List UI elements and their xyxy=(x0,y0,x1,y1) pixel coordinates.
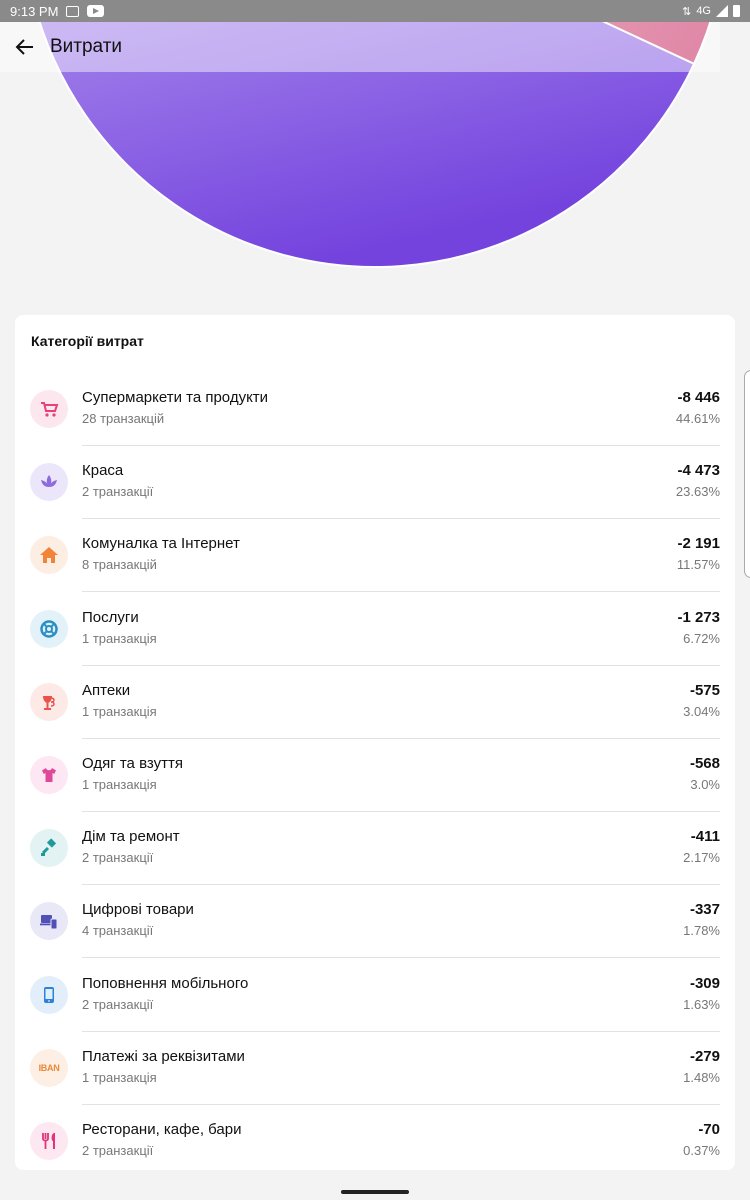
category-row[interactable]: Послуги 1 транзакція -1 273 6.72% xyxy=(15,593,735,666)
category-name: Цифрові товари xyxy=(82,901,194,919)
category-row[interactable]: Ресторани, кафе, бари 2 транзакції -70 0.37… xyxy=(15,1105,735,1178)
pharmacy-icon xyxy=(30,682,68,721)
category-name: Одяг та взуття xyxy=(82,755,183,772)
category-amount: -1 273 xyxy=(677,608,720,626)
category-amount: -411 xyxy=(690,828,720,846)
app-bar: Витрати xyxy=(0,22,750,72)
pie-slice-supermarkets xyxy=(32,0,696,268)
iban-icon-text: IBAN xyxy=(38,1062,60,1073)
row-divider xyxy=(82,445,720,446)
category-row[interactable]: IBAN Платежі за реквізитами 1 транзакція -2… xyxy=(15,1032,735,1105)
cart-icon xyxy=(30,390,68,428)
category-row[interactable]: Одяг та взуття 1 транзакція -568 3.0% xyxy=(15,739,735,812)
phone-icon xyxy=(30,975,68,1014)
category-name: Послуги xyxy=(82,608,139,626)
category-amount: -337 xyxy=(689,901,720,919)
clock: 9:13 PM xyxy=(10,3,59,19)
row-divider xyxy=(82,884,720,886)
transaction-count: 1 транзакція xyxy=(82,1069,157,1085)
transaction-count: 2 транзакції xyxy=(82,1143,154,1158)
transaction-count: 2 транзакції xyxy=(82,850,154,866)
category-percent: 1.63% xyxy=(683,996,720,1012)
brush-icon xyxy=(30,829,68,868)
category-amount: -4 473 xyxy=(677,462,720,480)
row-divider xyxy=(82,1030,720,1032)
category-row[interactable]: Цифрові товари 4 транзакції -337 1.78% xyxy=(15,885,735,959)
home-indicator[interactable] xyxy=(341,1190,409,1194)
category-percent: 23.63% xyxy=(675,484,720,500)
transaction-count: 2 транзакції xyxy=(82,996,154,1012)
battery-icon xyxy=(733,5,740,17)
arrow-left-icon xyxy=(15,39,33,55)
category-percent: 3.04% xyxy=(683,703,720,719)
row-divider xyxy=(82,664,720,666)
category-name: Платежі за реквізитами xyxy=(82,1047,245,1065)
category-name: Аптеки xyxy=(82,681,131,699)
category-amount: -568 xyxy=(689,755,720,772)
iban-icon: IBAN xyxy=(30,1048,68,1087)
category-name: Краса xyxy=(82,462,124,480)
category-amount: -2 191 xyxy=(677,535,720,553)
category-row[interactable]: Аптеки 1 транзакція -575 3.04% xyxy=(15,666,735,739)
category-amount: -279 xyxy=(689,1047,720,1065)
category-percent: 6.72% xyxy=(683,630,720,646)
category-percent: 44.61% xyxy=(675,411,720,426)
transaction-count: 2 транзакції xyxy=(82,484,154,500)
side-panel-handle[interactable] xyxy=(744,370,750,578)
devices-icon xyxy=(30,902,68,941)
tshirt-icon xyxy=(30,756,68,794)
status-bar: 9:13 PM ⇅ 4G xyxy=(0,0,750,22)
row-divider xyxy=(82,591,720,593)
category-row[interactable]: Дім та ремонт 2 транзакції -411 2.17% xyxy=(15,812,735,886)
lotus-icon xyxy=(30,463,68,502)
category-row[interactable]: Краса 2 транзакції -4 473 23.63% xyxy=(15,446,735,520)
category-percent: 3.0% xyxy=(690,777,720,792)
page-title: Витрати xyxy=(50,36,123,57)
row-divider xyxy=(82,957,720,959)
category-amount: -575 xyxy=(689,681,720,699)
house-icon xyxy=(30,536,68,575)
transaction-count: 28 транзакцій xyxy=(82,411,165,426)
row-divider xyxy=(82,1103,720,1105)
transaction-count: 1 транзакція xyxy=(82,703,157,719)
transaction-count: 1 транзакція xyxy=(82,630,157,646)
category-name: Супермаркети та продукти xyxy=(82,389,269,406)
network-type: 4G xyxy=(696,5,711,17)
category-percent: 0.37% xyxy=(683,1143,720,1158)
category-amount: -70 xyxy=(698,1121,720,1138)
category-percent: 2.17% xyxy=(683,850,720,866)
category-name: Дім та ремонт xyxy=(82,828,180,846)
row-divider xyxy=(82,737,720,739)
category-row[interactable]: Комуналка та Інтернет 8 транзакцій -2 191 1… xyxy=(15,519,735,593)
cutlery-icon xyxy=(30,1122,68,1160)
youtube-notification-icon xyxy=(87,5,105,17)
row-divider xyxy=(82,811,720,812)
category-percent: 1.48% xyxy=(683,1069,720,1085)
gallery-notification-icon xyxy=(66,5,80,17)
category-row[interactable]: Поповнення мобільного 2 транзакції -309 1.6… xyxy=(15,959,735,1032)
category-name: Ресторани, кафе, бари xyxy=(82,1121,242,1138)
category-name: Поповнення мобільного xyxy=(82,974,249,992)
category-percent: 1.78% xyxy=(683,923,720,939)
category-percent: 11.57% xyxy=(676,557,720,573)
transaction-count: 4 транзакції xyxy=(82,923,154,939)
transaction-count: 8 транзакцій xyxy=(82,557,157,573)
back-button[interactable] xyxy=(0,22,50,72)
expense-categories-card: Категорії витрат Супермаркети та продукт… xyxy=(15,315,735,1170)
data-arrows-icon: ⇅ xyxy=(682,5,692,18)
lifebuoy-icon xyxy=(30,609,68,648)
row-divider xyxy=(82,518,720,520)
transaction-count: 1 транзакція xyxy=(82,777,157,792)
category-amount: -309 xyxy=(689,974,720,992)
card-title: Категорії витрат xyxy=(31,333,144,349)
category-amount: -8 446 xyxy=(677,389,720,406)
signal-icon xyxy=(716,5,728,17)
category-name: Комуналка та Інтернет xyxy=(82,535,240,553)
category-row[interactable]: Супермаркети та продукти 28 транзакцій -8 … xyxy=(15,373,735,446)
